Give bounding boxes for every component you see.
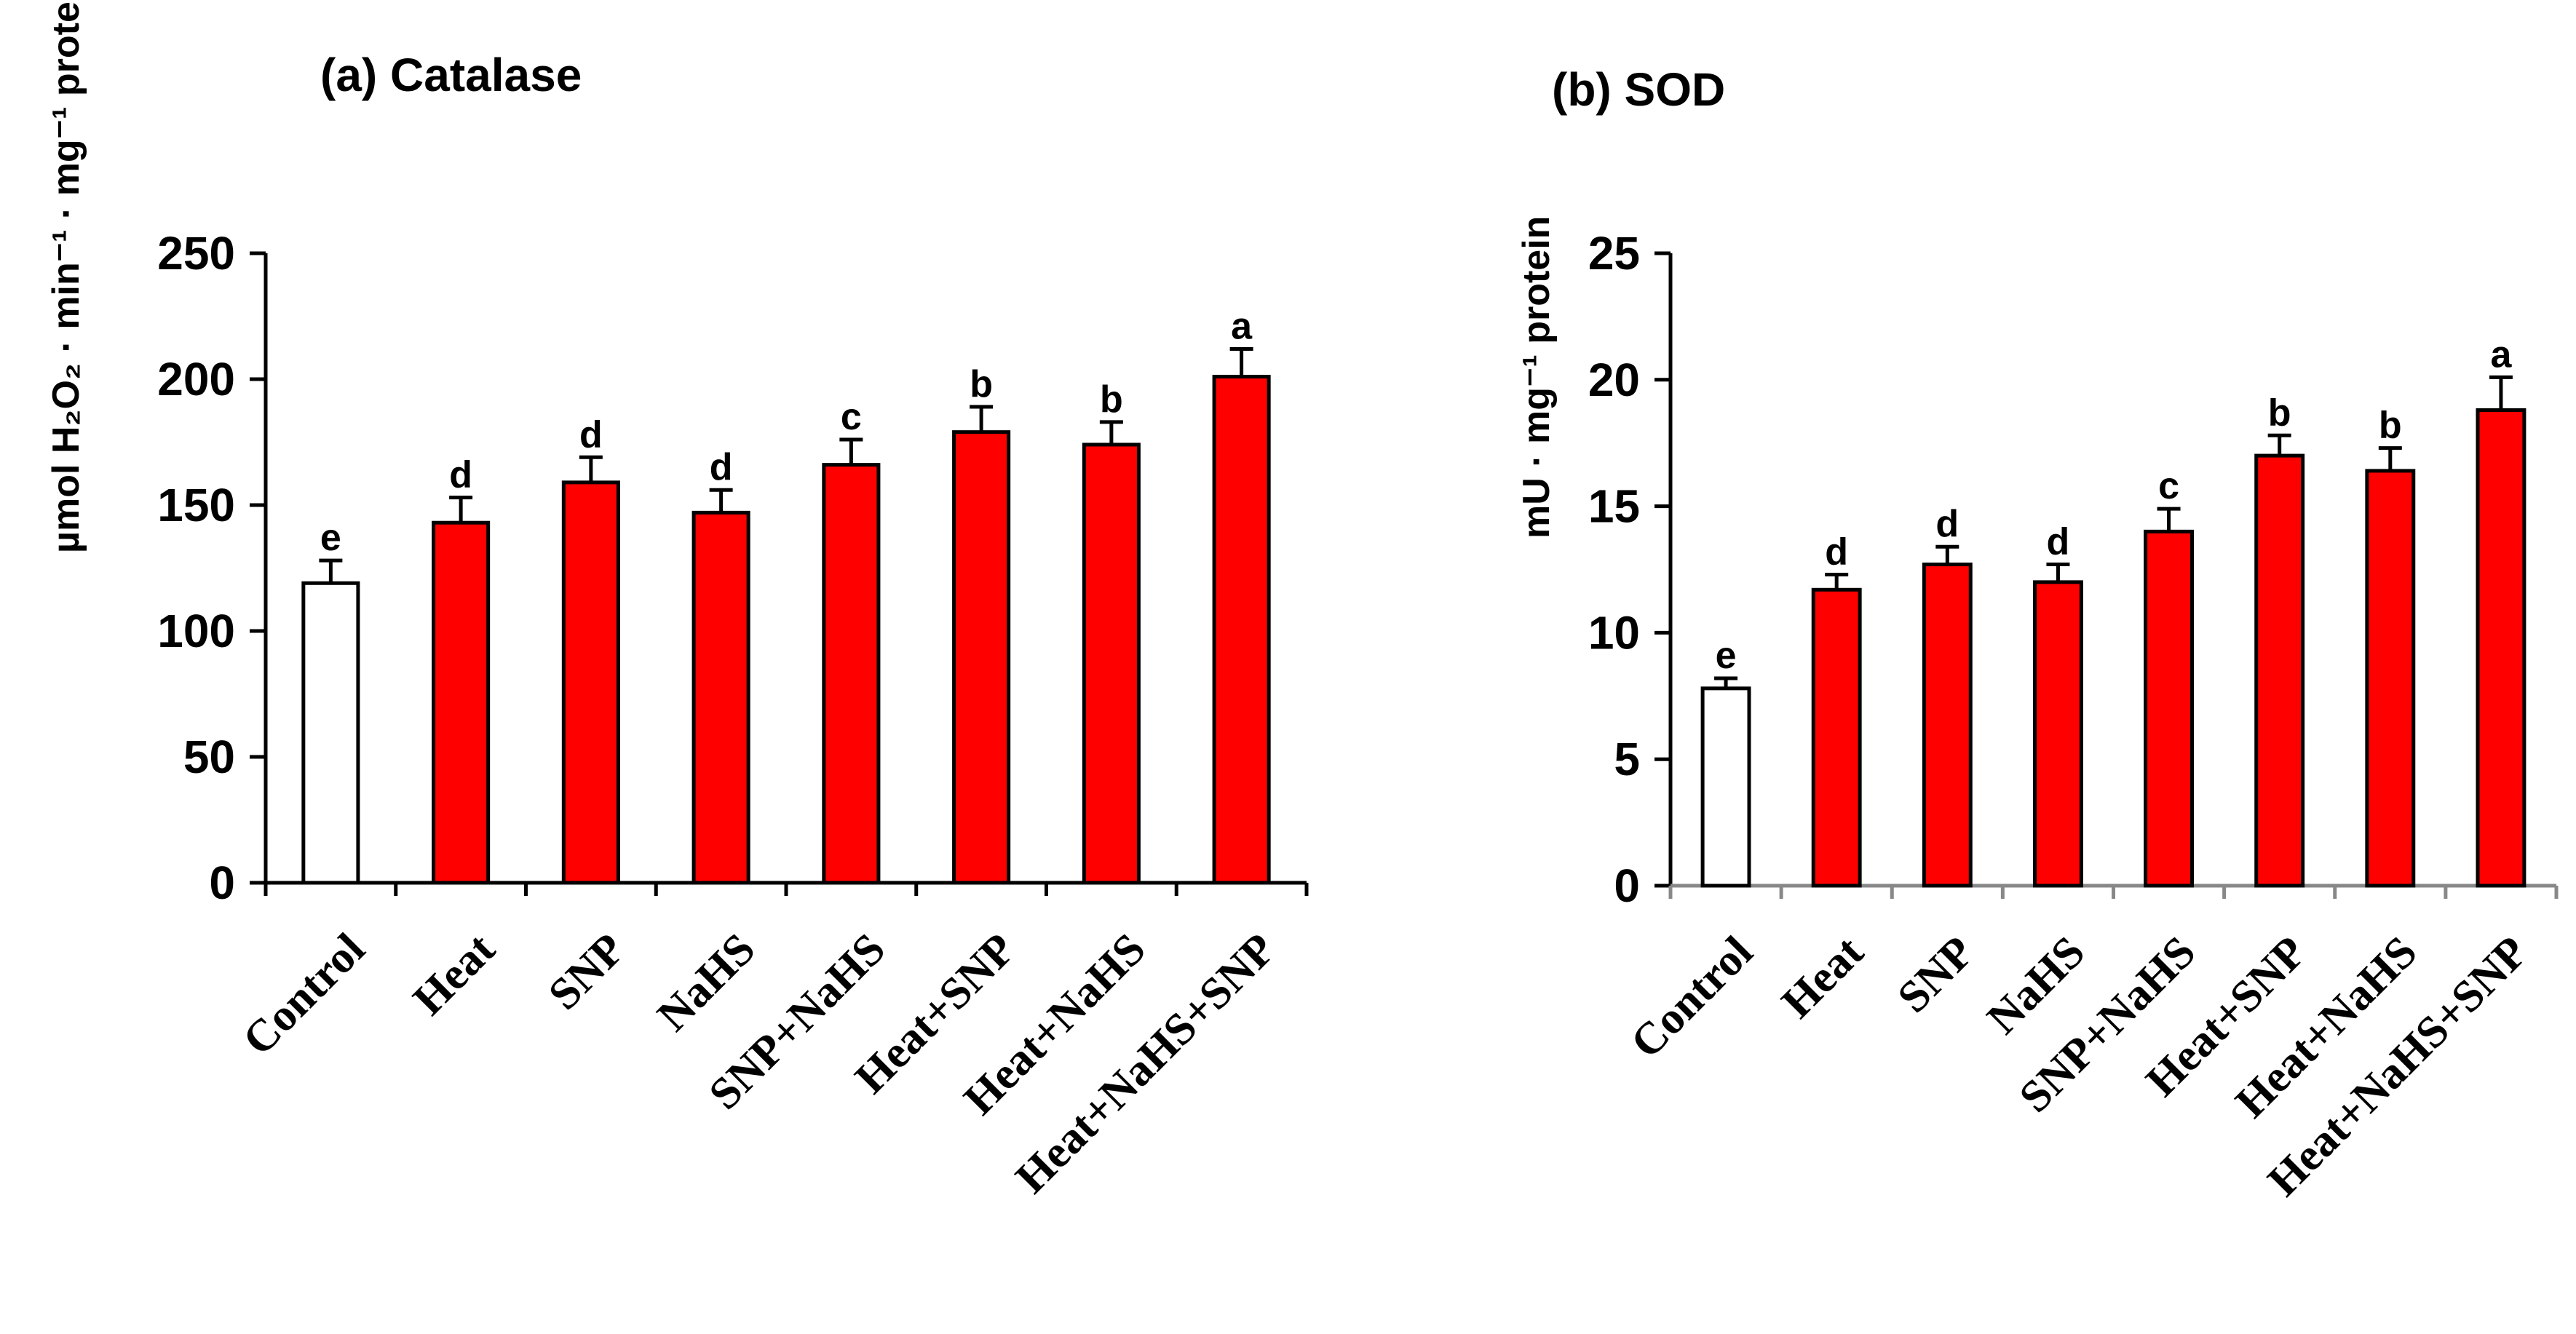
significance-label: b [2268,392,2291,434]
category-label: Heat [1772,927,1873,1028]
bar-heat [1811,587,1862,888]
y-axis-label-a: µmol H₂O₂ · min⁻¹ · mg⁻¹ protein [45,0,87,553]
bar-nahs [691,510,750,885]
bar-heat-nahs-snp [1212,375,1271,885]
bar-heat-snp [2254,453,2305,888]
significance-label: d [710,446,733,488]
bar-control [1700,686,1751,888]
significance-label: e [1716,635,1737,677]
significance-label: d [2047,521,2070,563]
y-tick-label: 25 [1588,227,1640,279]
y-tick-label: 0 [1614,859,1640,912]
bar-control [301,581,360,885]
significance-label: a [1231,305,1253,347]
significance-label: d [579,413,603,456]
chart-title-a: (a) Catalase [320,49,582,101]
significance-label: d [1825,531,1848,573]
category-label: SNP [1888,927,1983,1023]
plot-a: 050100150200250eControldHeatdSNPdNaHScSN… [157,227,1309,1203]
bar-heat-snp [952,430,1011,885]
chart-title-b: (b) SOD [1552,63,1725,116]
y-tick-label: 10 [1588,606,1640,659]
y-tick-label: 0 [209,857,235,909]
y-tick-label: 5 [1614,733,1640,785]
y-tick-label: 15 [1588,480,1640,533]
significance-label: a [2490,333,2512,376]
bar-heat-nahs-snp [2476,408,2527,888]
plot-b: 0510152025eControldHeatdSNPdNaHScSNP+NaH… [1588,227,2559,1206]
category-label: Control [234,924,374,1065]
significance-label: c [841,396,862,438]
significance-label: e [320,517,341,559]
category-label: NaHS [648,924,764,1041]
bar-heat [432,520,491,885]
significance-label: b [970,363,993,405]
category-label: Heat [404,924,504,1025]
panel-catalase: (a) Catalase µmol H₂O₂ · min⁻¹ · mg⁻¹ pr… [45,0,1309,1203]
bar-heat-nahs [1082,442,1141,885]
significance-label: d [1935,503,1959,545]
y-tick-label: 200 [157,353,235,405]
panel-sod: (b) SOD mU · mg⁻¹ protein 0 5 10 15 20 25 e Con… [1515,63,2559,1206]
bar-nahs [2032,580,2083,888]
bar-snp [561,480,620,885]
y-tick-label: 50 [183,731,235,783]
significance-label: c [2158,465,2179,507]
significance-label: b [1100,378,1123,421]
bar-snp-nahs [2144,529,2195,888]
significance-label: d [449,454,472,496]
category-label: Control [1622,927,1762,1068]
significance-label: b [2379,405,2402,447]
y-tick-label: 100 [157,605,235,657]
bar-snp [1922,563,1973,888]
bar-heat-nahs [2365,469,2416,888]
y-tick-label: 150 [157,479,235,531]
y-tick-label: 250 [157,227,235,279]
y-tick-label: 20 [1588,354,1640,406]
category-label: SNP [539,924,635,1020]
bar-snp-nahs [822,463,881,885]
y-axis-label-b: mU · mg⁻¹ protein [1515,216,1558,539]
